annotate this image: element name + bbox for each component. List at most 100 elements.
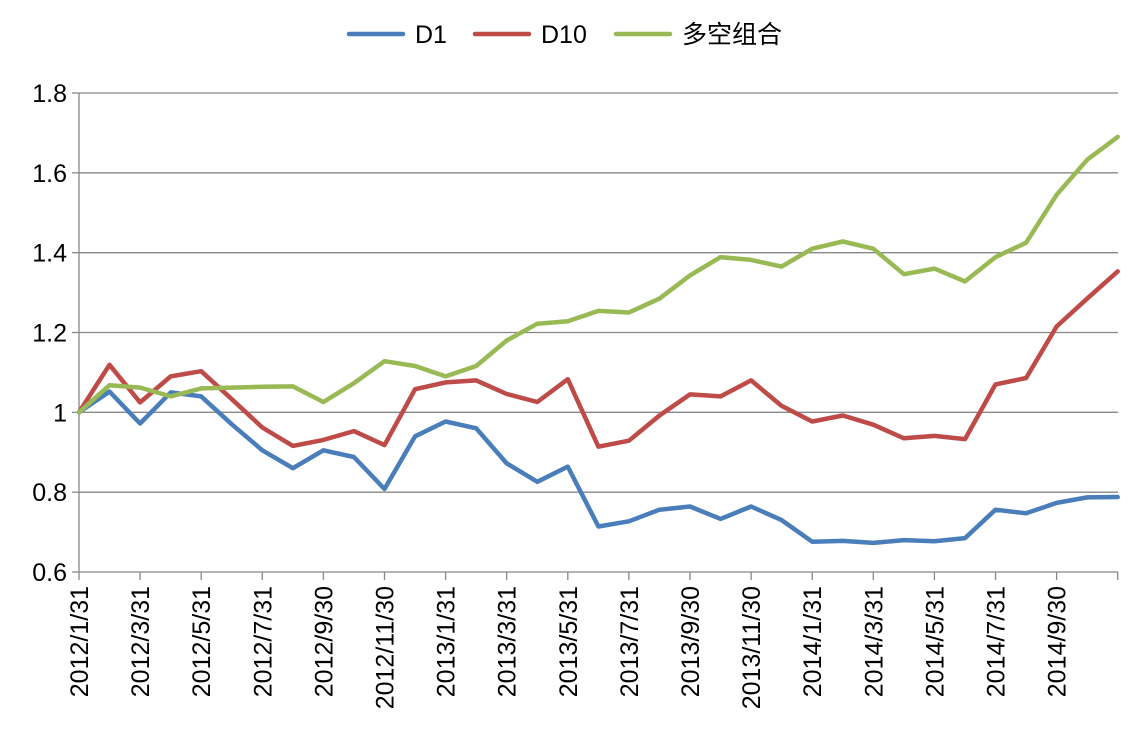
data-point	[199, 386, 203, 390]
data-point	[443, 380, 447, 384]
x-tick-label: 2014/5/31	[921, 586, 949, 697]
data-point	[810, 539, 814, 543]
data-point	[138, 385, 142, 389]
data-point	[627, 310, 631, 314]
data-point	[107, 363, 111, 367]
data-point	[260, 448, 264, 452]
data-point	[841, 239, 845, 243]
data-point	[260, 425, 264, 429]
data-point	[474, 378, 478, 382]
data-point	[1024, 511, 1028, 515]
x-tick-label: 2012/1/31	[66, 586, 94, 697]
data-point	[810, 419, 814, 423]
data-point	[871, 246, 875, 250]
data-point	[596, 444, 600, 448]
data-point	[963, 279, 967, 283]
series-line-0	[76, 389, 1120, 546]
data-point	[932, 266, 936, 270]
x-tick-label: 2012/5/31	[188, 586, 216, 697]
legend-label: D10	[541, 21, 587, 49]
legend: D1 D10 多空组合	[346, 21, 782, 49]
x-tick-label: 2012/3/31	[127, 586, 155, 697]
data-point	[902, 436, 906, 440]
data-point	[443, 374, 447, 378]
data-point	[1085, 157, 1089, 161]
series-line-2	[76, 134, 1120, 415]
data-point	[871, 423, 875, 427]
y-tick-label: 1.6	[32, 160, 67, 188]
x-tick-label: 2012/11/30	[372, 586, 400, 709]
legend-label: 多空组合	[682, 21, 782, 49]
x-tick-label: 2013/1/31	[433, 586, 461, 697]
data-point	[535, 322, 539, 326]
x-tick-label: 2012/7/31	[249, 586, 277, 697]
data-point	[505, 392, 509, 396]
data-point	[535, 480, 539, 484]
data-point	[505, 338, 509, 342]
x-tick-label: 2014/3/31	[860, 586, 888, 697]
data-point	[1085, 495, 1089, 499]
y-tick-label: 0.6	[32, 559, 67, 587]
data-point	[963, 437, 967, 441]
x-tick-label: 2014/9/30	[1044, 586, 1072, 697]
data-point	[230, 385, 234, 389]
data-point	[810, 246, 814, 250]
y-tick-label: 0.8	[32, 479, 67, 507]
legend-label: D1	[415, 21, 447, 49]
data-point	[779, 518, 783, 522]
data-point	[230, 397, 234, 401]
data-point	[138, 421, 142, 425]
data-point	[1024, 376, 1028, 380]
data-point	[871, 541, 875, 545]
data-point	[779, 404, 783, 408]
data-point	[230, 422, 234, 426]
data-point	[841, 413, 845, 417]
data-point	[107, 383, 111, 387]
data-point	[291, 384, 295, 388]
data-point	[688, 392, 692, 396]
data-point	[932, 434, 936, 438]
data-point	[199, 369, 203, 373]
data-point	[749, 258, 753, 262]
data-point	[382, 359, 386, 363]
x-tick-label: 2014/1/31	[799, 586, 827, 697]
data-point	[1054, 324, 1058, 328]
data-point	[352, 455, 356, 459]
data-point	[627, 519, 631, 523]
data-point	[902, 272, 906, 276]
y-tick-label: 1.4	[32, 240, 67, 268]
data-point	[505, 461, 509, 465]
data-point	[932, 539, 936, 543]
data-point	[657, 508, 661, 512]
data-point	[413, 434, 417, 438]
data-point	[779, 264, 783, 268]
data-point	[535, 400, 539, 404]
data-point	[841, 539, 845, 543]
data-point	[138, 400, 142, 404]
data-point	[718, 255, 722, 259]
data-point	[596, 524, 600, 528]
x-tick-label: 2013/5/31	[555, 586, 583, 697]
data-point	[718, 517, 722, 521]
data-point	[474, 364, 478, 368]
data-point	[902, 538, 906, 542]
data-point	[749, 504, 753, 508]
data-point	[1116, 269, 1120, 273]
data-point	[963, 536, 967, 540]
data-point	[749, 378, 753, 382]
data-point	[77, 410, 81, 414]
data-point	[321, 448, 325, 452]
x-tick-label: 2014/7/31	[983, 586, 1011, 697]
y-tick-label: 1.2	[32, 320, 67, 348]
data-point	[993, 508, 997, 512]
data-point	[382, 487, 386, 491]
data-point	[1054, 501, 1058, 505]
data-point	[352, 381, 356, 385]
data-point	[107, 389, 111, 393]
data-point	[657, 413, 661, 417]
data-point	[1054, 193, 1058, 197]
data-point	[1116, 495, 1120, 499]
data-point	[657, 296, 661, 300]
